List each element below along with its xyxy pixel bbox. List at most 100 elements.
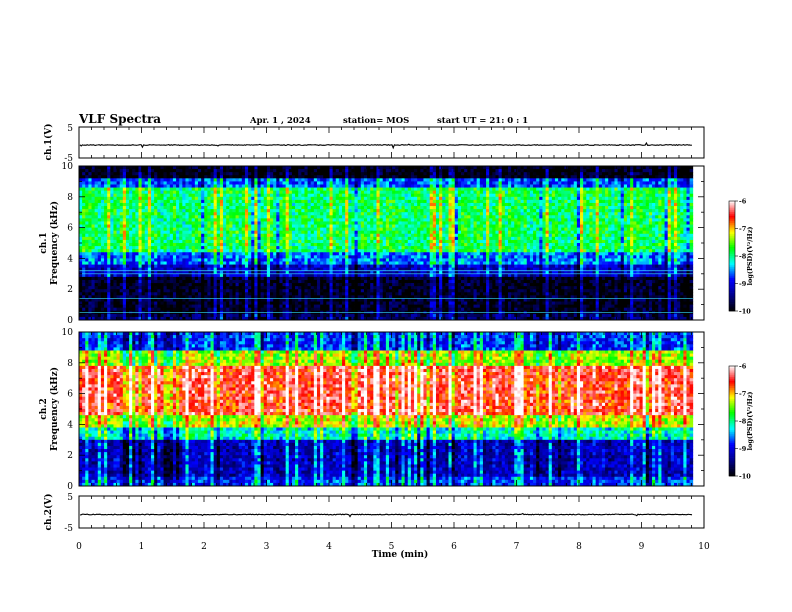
spectrogram-cell	[229, 313, 233, 318]
spectrogram-cell	[332, 239, 337, 244]
spectrogram-cell	[291, 193, 296, 198]
spectrogram-cell	[157, 212, 161, 216]
spectrogram-cell	[79, 215, 83, 219]
spectrogram-cell	[135, 178, 139, 182]
spectrogram-cell	[166, 261, 171, 265]
spectrogram-cell	[197, 283, 202, 287]
spectrogram-cell	[104, 209, 108, 213]
spectrogram-cell	[166, 221, 171, 225]
spectrogram-cell	[179, 202, 183, 207]
spectrogram-cell	[179, 218, 183, 222]
spectrogram-cell	[329, 316, 334, 321]
spectrogram-cell	[104, 199, 108, 204]
spectrogram-cell	[298, 267, 302, 272]
spectrogram-cell	[273, 199, 277, 204]
spectrogram-cell	[345, 249, 349, 253]
spectrogram-cell	[342, 316, 346, 321]
spectrogram-cell	[260, 218, 265, 222]
spectrogram-cell	[204, 175, 208, 179]
spectrogram-cell	[360, 221, 365, 225]
spectrogram-cell	[316, 276, 321, 281]
spectrogram-cell	[216, 298, 221, 302]
spectrogram-cell	[288, 313, 293, 318]
spectrogram-cell	[295, 243, 299, 247]
spectrogram-cell	[147, 227, 152, 232]
spectrogram-cell	[122, 295, 127, 299]
spectrogram-cell	[160, 166, 164, 170]
spectrogram-cell	[185, 283, 189, 287]
spectrogram-cell	[329, 270, 334, 275]
spectrogram-cell	[104, 276, 108, 281]
spectrogram-cell	[147, 221, 152, 225]
spectrogram-cell	[295, 298, 299, 302]
spectrogram-cell	[132, 292, 136, 296]
spectrogram-cell	[338, 202, 343, 207]
spectrogram-cell	[295, 304, 299, 309]
spectrogram-cell	[329, 172, 334, 176]
spectrogram-cell	[301, 276, 305, 281]
spectrogram-cell	[367, 230, 371, 235]
spectrogram-cell	[354, 261, 359, 265]
spectrogram-cell	[122, 304, 127, 309]
spectrogram-cell	[107, 276, 111, 281]
spectrogram-cell	[298, 224, 302, 228]
spectrogram-cell	[125, 295, 130, 299]
spectrogram-cell	[116, 304, 121, 309]
spectrogram-cell	[273, 316, 277, 321]
spectrogram-cell	[238, 279, 243, 284]
spectrogram-cell	[185, 295, 189, 299]
spectrogram-cell	[110, 286, 114, 290]
spectrogram-cell	[282, 181, 287, 185]
spectrogram-cell	[354, 221, 359, 225]
spectrogram-cell	[235, 172, 240, 176]
spectrogram-cell	[376, 202, 381, 207]
spectrogram-cell	[360, 258, 365, 262]
spectrogram-cell	[354, 252, 359, 256]
spectrogram-cell	[197, 236, 202, 241]
spectrogram-cell	[348, 224, 352, 228]
spectrogram-cell	[282, 267, 287, 272]
spectrogram-cell	[113, 166, 117, 170]
spectrogram-cell	[154, 267, 158, 272]
spectrogram-cell	[326, 212, 330, 216]
spectrogram-cell	[100, 279, 105, 284]
spectrogram-cell	[235, 212, 240, 216]
spectrogram-cell	[166, 301, 171, 305]
spectrogram-cell	[248, 169, 252, 173]
spectrogram-cell	[326, 261, 330, 265]
spectrogram-cell	[326, 270, 330, 275]
spectrogram-cell	[241, 181, 246, 185]
spectrogram-cell	[357, 289, 362, 293]
spectrogram-cell	[132, 178, 136, 182]
spectrogram-cell	[197, 239, 202, 244]
spectrogram-cell	[266, 276, 271, 281]
spectrogram-cell	[188, 199, 193, 204]
spectrogram-cell	[94, 286, 99, 290]
spectrogram-cell	[335, 218, 340, 222]
spectrogram-cell	[201, 295, 205, 299]
spectrogram-cell	[379, 313, 384, 318]
spectrogram-cell	[160, 249, 164, 253]
spectrogram-cell	[125, 301, 130, 305]
spectrogram-cell	[367, 313, 371, 318]
spectrogram-cell	[342, 206, 346, 210]
spectrogram-cell	[313, 283, 318, 287]
spectrogram-cell	[332, 313, 337, 318]
spectrogram-cell	[351, 187, 355, 192]
spectrogram-cell	[125, 193, 130, 198]
spectrogram-cell	[97, 233, 102, 238]
spectrogram-cell	[329, 252, 334, 256]
spectrogram-cell	[82, 279, 86, 284]
spectrogram-cell	[157, 227, 161, 232]
spectrogram-cell	[213, 292, 218, 296]
spectrogram-cell	[357, 276, 362, 281]
spectrogram-cell	[201, 267, 205, 272]
spectrogram-cell	[154, 279, 158, 284]
spectrogram-cell	[179, 313, 183, 318]
spectrogram-cell	[79, 175, 83, 179]
spectrogram-cell	[270, 199, 274, 204]
spectrogram-cell	[185, 233, 189, 238]
spectrogram-cell	[163, 261, 168, 265]
spectrogram-cell	[160, 239, 164, 244]
spectrogram-cell	[273, 258, 277, 262]
